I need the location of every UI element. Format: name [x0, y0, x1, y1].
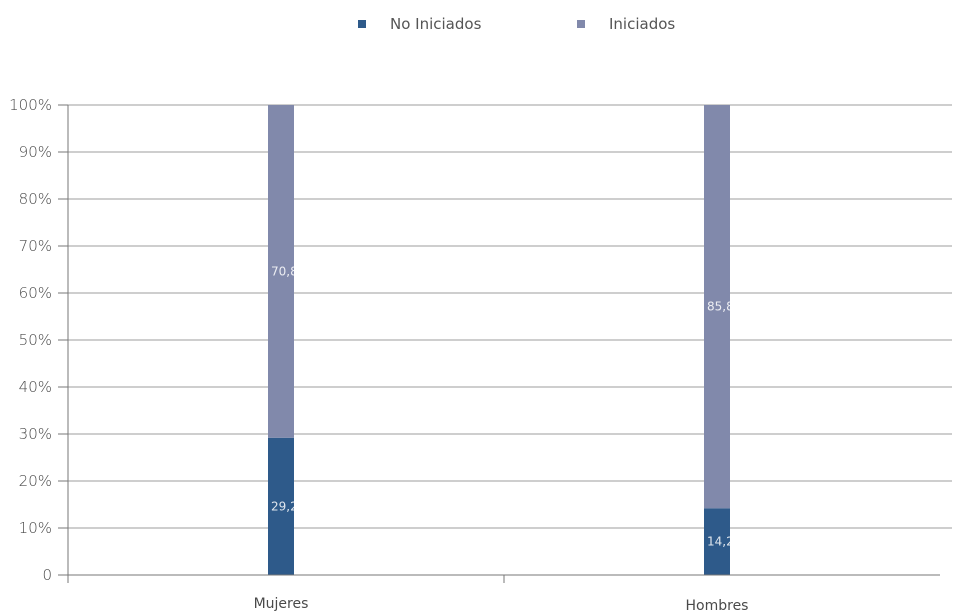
- legend-label: No Iniciados: [390, 15, 482, 33]
- gridlines: [58, 104, 952, 529]
- x-axis: Mujeres Hombres: [67, 574, 940, 613]
- legend: No Iniciados Iniciados: [358, 15, 675, 33]
- y-tick-label: 50%: [19, 331, 52, 349]
- data-label: 70,8: [271, 264, 298, 278]
- data-label: 29,2: [271, 499, 298, 513]
- bar-segment: [268, 437, 294, 575]
- bar-segment: [268, 105, 294, 438]
- x-category-label: Hombres: [686, 598, 749, 613]
- bar-segment: [704, 508, 730, 575]
- y-axis: 0 10% 20% 30% 40% 50% 60% 70% 80% 90% 100%: [9, 96, 69, 584]
- y-tick-label: 40%: [19, 378, 52, 396]
- y-tick-label: 20%: [19, 472, 52, 490]
- y-tick-label: 80%: [19, 190, 52, 208]
- y-tick-label: 100%: [9, 96, 52, 114]
- data-label: 85,8: [707, 300, 734, 314]
- y-tick-label: 90%: [19, 143, 52, 161]
- y-tick-label: 0: [42, 566, 52, 584]
- data-label: 14,2: [707, 535, 734, 549]
- legend-swatch: [358, 20, 366, 28]
- legend-label: Iniciados: [609, 15, 675, 33]
- bar-segment: [704, 105, 730, 509]
- y-tick-label: 60%: [19, 284, 52, 302]
- y-tick-label: 70%: [19, 237, 52, 255]
- y-tick-label: 10%: [19, 519, 52, 537]
- x-category-label: Mujeres: [254, 596, 309, 612]
- legend-swatch: [577, 20, 585, 28]
- y-tick-label: 30%: [19, 425, 52, 443]
- bars: 29,2 70,8 14,2 85,8: [268, 105, 734, 575]
